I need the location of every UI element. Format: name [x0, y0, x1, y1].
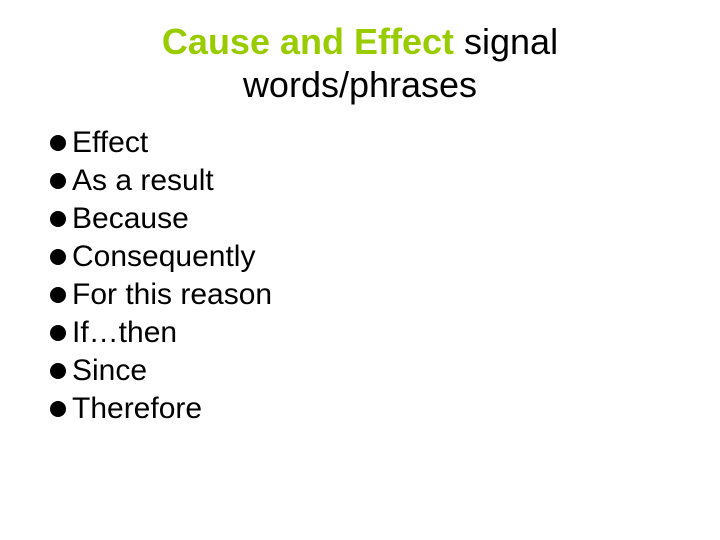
list-item: Effect: [50, 126, 680, 160]
list-item: Therefore: [50, 392, 680, 426]
list-item: If…then: [50, 316, 680, 350]
list-item: Since: [50, 354, 680, 388]
list-item: As a result: [50, 164, 680, 198]
bullet-text: As a result: [72, 164, 214, 198]
bullet-icon: [50, 401, 66, 417]
bullet-icon: [50, 249, 66, 265]
bullet-text: Consequently: [72, 240, 255, 274]
bullet-icon: [50, 173, 66, 189]
list-item: For this reason: [50, 278, 680, 312]
bullet-icon: [50, 325, 66, 341]
bullet-list: Effect As a result Because Consequently For …: [40, 126, 680, 426]
bullet-icon: [50, 363, 66, 379]
bullet-icon: [50, 287, 66, 303]
bullet-text: If…then: [72, 316, 177, 350]
list-item: Because: [50, 202, 680, 236]
bullet-text: For this reason: [72, 278, 272, 312]
bullet-text: Because: [72, 202, 189, 236]
list-item: Consequently: [50, 240, 680, 274]
title-highlight: Cause and Effect: [162, 21, 454, 62]
bullet-text: Therefore: [72, 392, 202, 426]
bullet-text: Effect: [72, 126, 148, 160]
slide-title: Cause and Effect signal words/phrases: [40, 20, 680, 106]
bullet-icon: [50, 211, 66, 227]
title-rest-1: signal: [454, 21, 558, 62]
bullet-icon: [50, 135, 66, 151]
slide-container: Cause and Effect signal words/phrases Ef…: [0, 0, 720, 540]
bullet-text: Since: [72, 354, 147, 388]
title-rest-2: words/phrases: [243, 64, 477, 105]
